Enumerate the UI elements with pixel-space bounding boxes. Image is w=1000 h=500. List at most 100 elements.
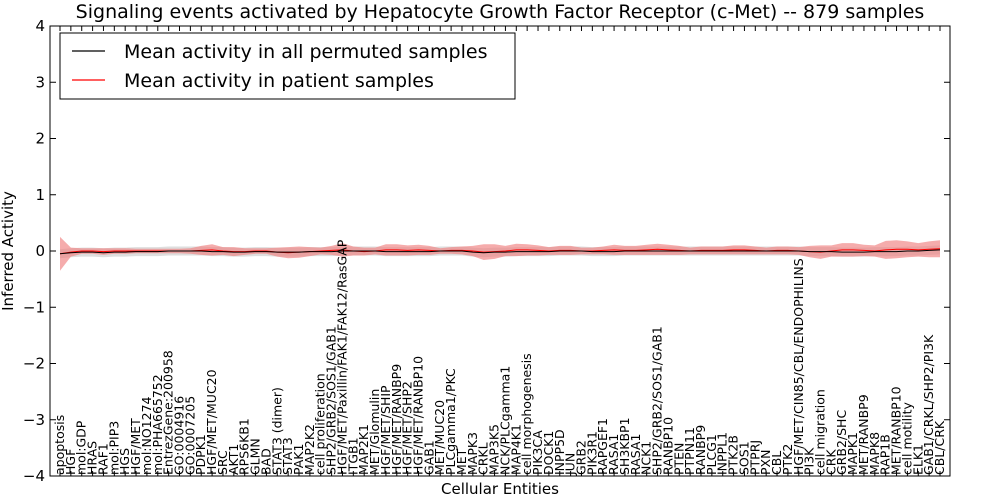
band-patient [60,236,940,271]
category-label: PLCgamma1/PKC [443,368,458,475]
category-label: MAPK8 [867,432,882,475]
category-label: RAF1 [95,443,110,475]
legend-label-permuted: Mean activity in all permuted samples [124,41,487,63]
category-label: MAP2K1 [356,424,371,475]
y-tick-label: −1 [23,298,45,316]
y-tick-label: 3 [35,73,45,91]
y-tick-label: 1 [35,186,45,204]
category-label: NCK1 [639,441,654,475]
category-label: SOS1 [736,441,751,475]
y-tick-label: 2 [35,130,45,148]
category-label: PLCG1 [704,434,719,475]
category-label: mol:PHA665752 [150,374,165,475]
category-label: GRB2 [573,440,588,475]
y-tick-label: 4 [35,17,45,35]
y-axis: −4 −3 −2 −1 0 1 2 3 4 [23,17,950,485]
category-label: MAPK3 [465,432,480,475]
category-label: RAPGEF1 [595,418,610,475]
category-label: RANBP9 [693,425,708,475]
category-label: apoptosis [52,415,67,475]
category-label: MAPK1 [845,432,860,475]
category-label: PDPK1 [193,434,208,475]
category-label: GLMN [248,438,263,475]
category-label: mol:NO1274 [139,396,154,475]
category-label: HGF/MET/CIN85/CBL/ENDOPHILINS [791,258,806,475]
category-label: RASA1 [606,434,621,475]
category-label: EntrezGene:200958 [161,350,176,475]
category-label: PTEN [671,443,686,475]
category-label: ELK1 [910,444,925,475]
y-tick-label: 0 [35,242,45,260]
category-label: SH3KBP1 [617,417,632,475]
legend: Mean activity in all permuted samples Me… [59,32,516,100]
category-label: PIK3CA [530,430,545,475]
legend-label-patient: Mean activity in patient samples [124,70,434,92]
category-label: BAD [258,448,273,475]
category-label: GO:0004916 [172,396,187,475]
chart-title: Signaling events activated by Hepatocyte… [76,1,925,23]
category-label: MAP3K5 [487,424,502,475]
category-label: PI3K [802,447,817,475]
category-label: PAK1 [291,444,306,475]
plot-area [59,236,941,271]
category-label: GO:0007205 [182,396,197,475]
category-label: RPS6KB1 [237,418,252,475]
category-label: SRC [215,450,230,475]
category-label: MET/RANBP9 [856,394,871,475]
category-label: PTPRJ [747,440,762,475]
category-label: MET/Glomulin [367,389,382,475]
category-label: INPP5D [552,429,567,475]
category-label: GAB1/CRKL/SHP2/PI3K [921,334,936,475]
category-label: PTPN11 [682,427,697,475]
category-label: CBL/CRK [932,420,947,475]
y-axis-label: Inferred Activity [0,191,17,311]
y-tick-label: −4 [23,467,45,485]
category-label: DOCK1 [541,431,556,475]
category-label: mol:PIP3 [106,421,121,475]
x-axis-label: Cellular Entities [441,480,559,498]
category-label: mol:GDP [74,420,89,475]
category-label: CRKL [476,442,491,475]
category-label: CRK [823,449,838,475]
category-label: HGF [63,449,78,475]
category-label: RAP1B [878,434,893,475]
category-label: STAT3 [280,437,295,475]
category-label: HGF/MET/MUC20 [204,369,219,475]
category-label: INPPL1 [715,432,730,475]
category-label: cell morphogenesis [519,353,534,475]
category-label: NCK/PLCgamma1 [497,366,512,475]
plot-frame [49,25,951,477]
category-label: PXN [758,450,773,475]
y-tick-label: −2 [23,355,45,373]
category-label: HGF/MET/SHIP [378,385,393,475]
category-label: cell migration [812,389,827,475]
category-label: cell proliferation [313,373,328,475]
category-label: HGF/MET/SHP2 [400,381,415,475]
line-permuted [59,249,941,255]
category-label: GRB2/SHC [834,410,849,475]
category-label: HGF/MET/Paxillin/FAK1/FAK12/RasGAP [334,239,349,475]
category-label: CBL [769,451,784,475]
x-axis-categories: apoptosisHGFmol:GDPHRASRAF1mol:PIP3HGSHG… [52,26,947,476]
category-label: HGF/MET [128,418,143,475]
category-label: PTK2B [726,435,741,475]
category-label: STAT3 (dimer) [269,387,284,475]
category-label: SHP2/GRB2/SOS1/GAB1 [324,326,339,475]
category-label: cell motility [899,401,914,475]
category-label: MAP4K1 [508,424,523,475]
category-label: GAB1 [421,440,436,475]
legend-box [59,32,516,100]
category-label: JUN [563,453,578,476]
category-label: MET [454,448,469,475]
category-label: HGF/MET/RANBP9 [389,364,404,475]
category-label: PTK2 [780,444,795,475]
category-label: AKT1 [226,444,241,475]
category-label: RANBP10 [660,417,675,475]
category-label: HGS [117,448,132,475]
category-label: PIK3R1 [584,431,599,475]
category-label: MET/RANBP10 [889,386,904,475]
category-label: SHP2/GRB2/SOS1/GAB1 [650,326,665,475]
category-label: ITGB1 [345,437,360,475]
category-label: HGF/MET/RANBP10 [411,356,426,475]
